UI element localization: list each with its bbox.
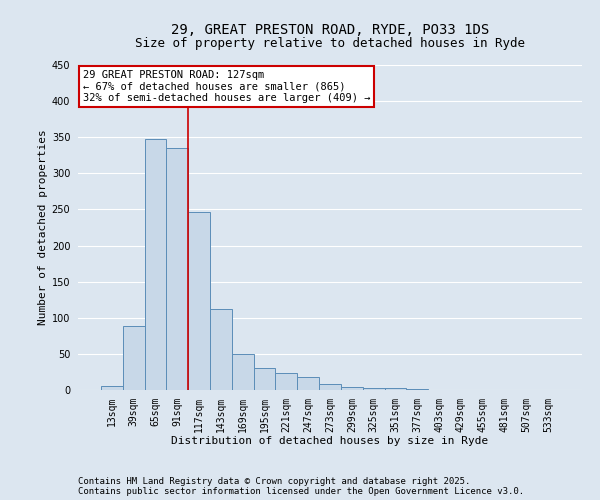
Bar <box>101 386 123 390</box>
Bar <box>297 377 319 390</box>
Bar <box>341 387 363 390</box>
Bar <box>188 212 210 390</box>
Bar <box>232 354 254 390</box>
Text: Contains HM Land Registry data © Crown copyright and database right 2025.: Contains HM Land Registry data © Crown c… <box>78 478 470 486</box>
Y-axis label: Number of detached properties: Number of detached properties <box>38 130 47 326</box>
Bar <box>123 326 145 390</box>
Text: Contains public sector information licensed under the Open Government Licence v3: Contains public sector information licen… <box>78 488 524 496</box>
Bar <box>254 368 275 390</box>
Bar <box>210 309 232 390</box>
Text: 29 GREAT PRESTON ROAD: 127sqm
← 67% of detached houses are smaller (865)
32% of : 29 GREAT PRESTON ROAD: 127sqm ← 67% of d… <box>83 70 371 103</box>
Text: 29, GREAT PRESTON ROAD, RYDE, PO33 1DS: 29, GREAT PRESTON ROAD, RYDE, PO33 1DS <box>171 22 489 36</box>
Bar <box>319 384 341 390</box>
Text: Size of property relative to detached houses in Ryde: Size of property relative to detached ho… <box>135 38 525 51</box>
Bar <box>166 148 188 390</box>
Bar <box>385 388 406 390</box>
Bar <box>406 388 428 390</box>
Bar <box>363 388 385 390</box>
Bar <box>275 372 297 390</box>
Bar <box>145 138 166 390</box>
X-axis label: Distribution of detached houses by size in Ryde: Distribution of detached houses by size … <box>172 436 488 446</box>
